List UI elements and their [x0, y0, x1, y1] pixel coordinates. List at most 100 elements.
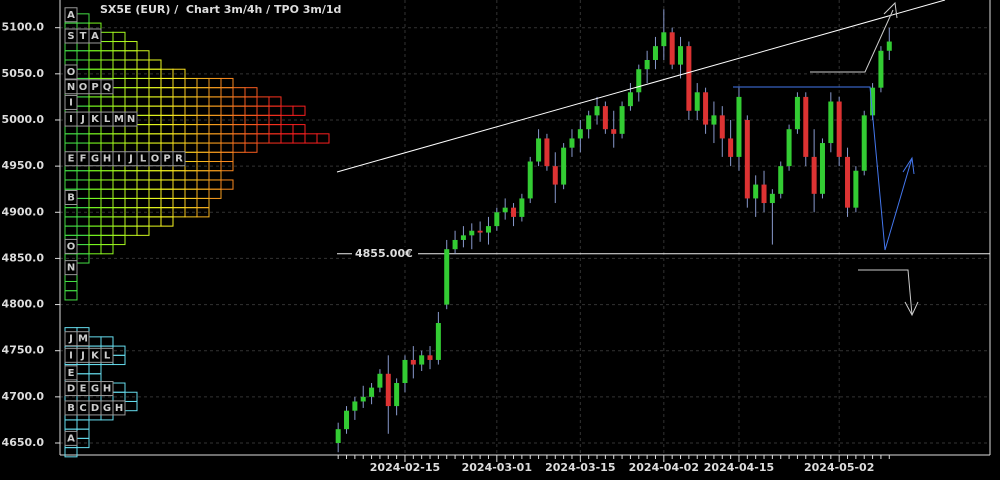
candle-body — [419, 355, 425, 365]
tpo-box — [220, 77, 234, 89]
candle-body — [694, 92, 700, 111]
tpo-box — [184, 96, 198, 107]
tpo-box — [76, 428, 90, 439]
tpo-row — [64, 290, 78, 301]
tpo-box — [76, 244, 90, 255]
tpo-box — [112, 41, 126, 52]
tpo-box — [112, 382, 126, 393]
tpo-box — [208, 124, 222, 135]
tpo-box — [88, 179, 102, 190]
candle-body — [352, 401, 358, 411]
tpo-letter: N — [67, 263, 75, 274]
tpo-box — [100, 188, 114, 199]
candle-body — [527, 161, 533, 199]
tpo-letter: E — [68, 368, 75, 379]
tpo-letter: J — [80, 114, 85, 125]
tpo-box — [160, 87, 174, 98]
tpo-letter: H — [115, 403, 123, 414]
tpo-box — [148, 179, 162, 190]
candle-body — [394, 383, 400, 407]
tpo-box — [76, 225, 90, 236]
projection-path — [733, 86, 913, 251]
tpo-box — [256, 133, 270, 144]
candle-body — [886, 41, 892, 51]
tpo-letter: G — [91, 384, 99, 395]
arrow-head — [902, 156, 915, 175]
tpo-box — [124, 87, 138, 98]
tpo-box — [100, 179, 114, 190]
tpo-box — [160, 124, 174, 135]
tpo-box — [88, 336, 102, 347]
candle-body — [485, 226, 491, 233]
candle-body — [544, 138, 550, 167]
tpo-letter-row: I — [64, 94, 78, 110]
tpo-box — [64, 419, 78, 430]
candle-body — [602, 106, 608, 130]
tpo-box — [172, 188, 186, 199]
tpo-row — [64, 50, 150, 61]
tpo-letter-box — [64, 260, 78, 276]
tpo-box — [208, 179, 222, 190]
tpo-box — [268, 105, 282, 116]
tpo-letter: G — [103, 403, 111, 414]
tpo-box — [172, 133, 186, 144]
tpo-box — [112, 87, 126, 98]
tpo-box — [112, 50, 126, 61]
tpo-box — [112, 179, 126, 190]
tpo-box — [124, 41, 138, 52]
tpo-box — [112, 59, 126, 70]
tpo-box — [100, 50, 114, 61]
tpo-letter-box — [124, 111, 138, 127]
tpo-box — [76, 133, 90, 144]
tpo-letter-row: N — [64, 260, 78, 276]
tpo-letter-box — [64, 94, 78, 110]
tpo-letter: J — [128, 154, 133, 165]
chart-title: SX5E (EUR) / Chart 3m/4h / TPO 3m/1d — [100, 3, 341, 16]
candle-body — [444, 249, 450, 305]
tpo-box — [196, 124, 210, 135]
candle-body — [410, 359, 416, 365]
candle-body — [636, 69, 642, 93]
tpo-box — [208, 77, 222, 89]
x-tick-label: 2024-04-02 — [629, 461, 699, 474]
candle-body — [786, 129, 792, 167]
tpo-box — [112, 133, 126, 144]
tpo-box — [268, 96, 282, 107]
tpo-box — [136, 133, 150, 144]
candle-body — [794, 96, 800, 130]
candle-body — [460, 235, 466, 240]
tpo-box — [124, 133, 138, 144]
tpo-letter: L — [104, 350, 111, 361]
candle-body — [519, 198, 525, 217]
tpo-letter: S — [67, 31, 74, 42]
tpo-box — [148, 216, 162, 227]
tpo-box — [124, 179, 138, 190]
tpo-box — [88, 142, 102, 153]
tpo-box — [220, 96, 234, 107]
tpo-box — [136, 124, 150, 135]
tpo-letter: M — [114, 114, 124, 125]
tpo-box — [160, 77, 174, 89]
tpo-box — [100, 336, 114, 347]
tpo-box — [124, 59, 138, 70]
tpo-letter: M — [78, 334, 88, 345]
tpo-box — [268, 133, 282, 144]
tpo-box — [76, 59, 90, 70]
tpo-letter: D — [91, 403, 99, 414]
candle-body — [728, 138, 734, 157]
candle-body — [678, 46, 684, 65]
tpo-box — [304, 133, 318, 144]
tpo-letter-box — [100, 381, 114, 397]
tpo-box — [220, 179, 234, 190]
tpo-box — [184, 77, 198, 89]
tpo-box — [136, 87, 150, 98]
y-tick-label: 4700.0 — [2, 390, 45, 403]
tpo-box — [148, 96, 162, 107]
candle-body — [836, 101, 842, 157]
tpo-box — [256, 124, 270, 135]
tpo-box — [160, 170, 174, 181]
